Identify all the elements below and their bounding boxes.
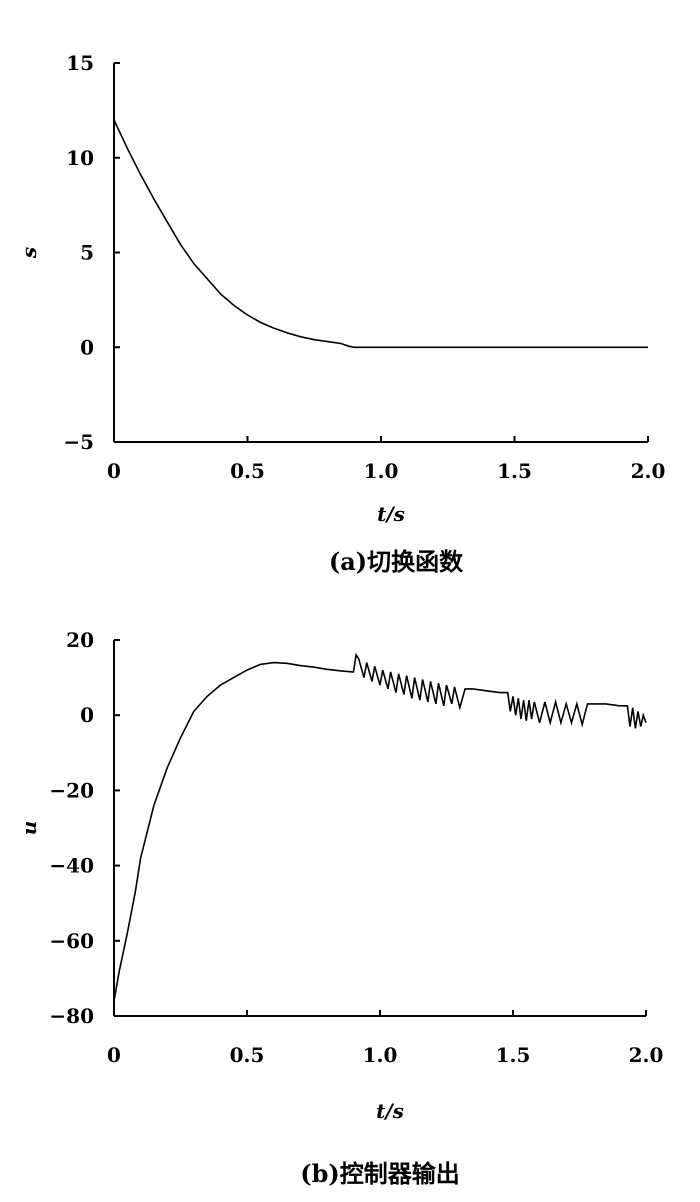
chart-b-x-axis-label: t/s bbox=[376, 1099, 404, 1123]
chart-b-y-tick-label: −40 bbox=[49, 854, 94, 878]
chart-a-x-tick-label: 0.5 bbox=[230, 459, 265, 483]
chart-b-x-tick-label: 0 bbox=[107, 1043, 121, 1067]
chart-a-y-tick-label: 15 bbox=[66, 51, 94, 75]
chart-b-y-axis-label: u bbox=[17, 821, 41, 836]
chart-b-y-tick-label: 20 bbox=[66, 628, 94, 652]
chart-a-x-tick-label: 1.5 bbox=[497, 459, 532, 483]
chart-a-y-tick-label: −5 bbox=[63, 430, 94, 454]
chart-controller-output: 0 0.5 1.0 1.5 2.0 20 0 −20 −40 −60 −80 t/s u (b)控制器输… bbox=[17, 628, 663, 1188]
chart-a-y-tick-label: 0 bbox=[80, 335, 94, 359]
chart-b-x-tick-label: 2.0 bbox=[629, 1043, 664, 1067]
chart-a-x-tick-label: 2.0 bbox=[631, 459, 666, 483]
chart-a-x-tick-label: 0 bbox=[107, 459, 121, 483]
chart-b-y-tick-label: −80 bbox=[49, 1004, 94, 1028]
chart-a-caption: (a)切换函数 bbox=[329, 547, 464, 576]
chart-b-x-tick-label: 0.5 bbox=[230, 1043, 265, 1067]
chart-a-y-axis-label: s bbox=[17, 247, 41, 259]
chart-b-x-tick-label: 1.5 bbox=[496, 1043, 531, 1067]
chart-switching-function: 0 0.5 1.0 1.5 2.0 15 10 5 0 −5 t/s s (a)切换函数 bbox=[17, 51, 665, 576]
chart-b-x-tick-label: 1.0 bbox=[363, 1043, 398, 1067]
chart-b-series-line bbox=[113, 652, 647, 1002]
chart-b-y-tick-label: −60 bbox=[49, 929, 94, 953]
chart-a-marks: 0 0.5 1.0 1.5 2.0 15 10 5 0 −5 t/s s bbox=[17, 51, 665, 526]
chart-b-marks: 0 0.5 1.0 1.5 2.0 20 0 −20 −40 −60 −80 t/s u bbox=[17, 628, 663, 1123]
chart-a-x-axis-label: t/s bbox=[377, 502, 405, 526]
chart-a-y-tick-label: 5 bbox=[80, 241, 94, 265]
chart-b-y-tick-label: 0 bbox=[80, 703, 94, 727]
chart-a-y-tick-label: 10 bbox=[66, 146, 94, 170]
chart-b-y-tick-label: −20 bbox=[49, 778, 94, 802]
chart-a-x-tick-label: 1.0 bbox=[364, 459, 399, 483]
chart-a-series-line bbox=[113, 119, 648, 349]
chart-b-caption: (b)控制器输出 bbox=[300, 1159, 460, 1188]
